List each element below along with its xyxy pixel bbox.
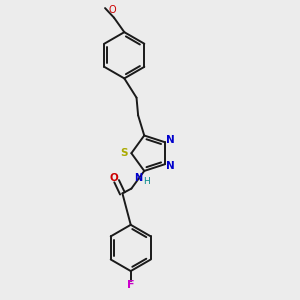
Text: H: H <box>142 177 149 186</box>
Text: N: N <box>167 161 175 171</box>
Text: N: N <box>134 173 142 183</box>
Text: O: O <box>109 5 116 15</box>
Text: O: O <box>110 173 118 183</box>
Text: S: S <box>121 148 128 158</box>
Text: F: F <box>127 280 134 290</box>
Text: N: N <box>167 135 175 145</box>
